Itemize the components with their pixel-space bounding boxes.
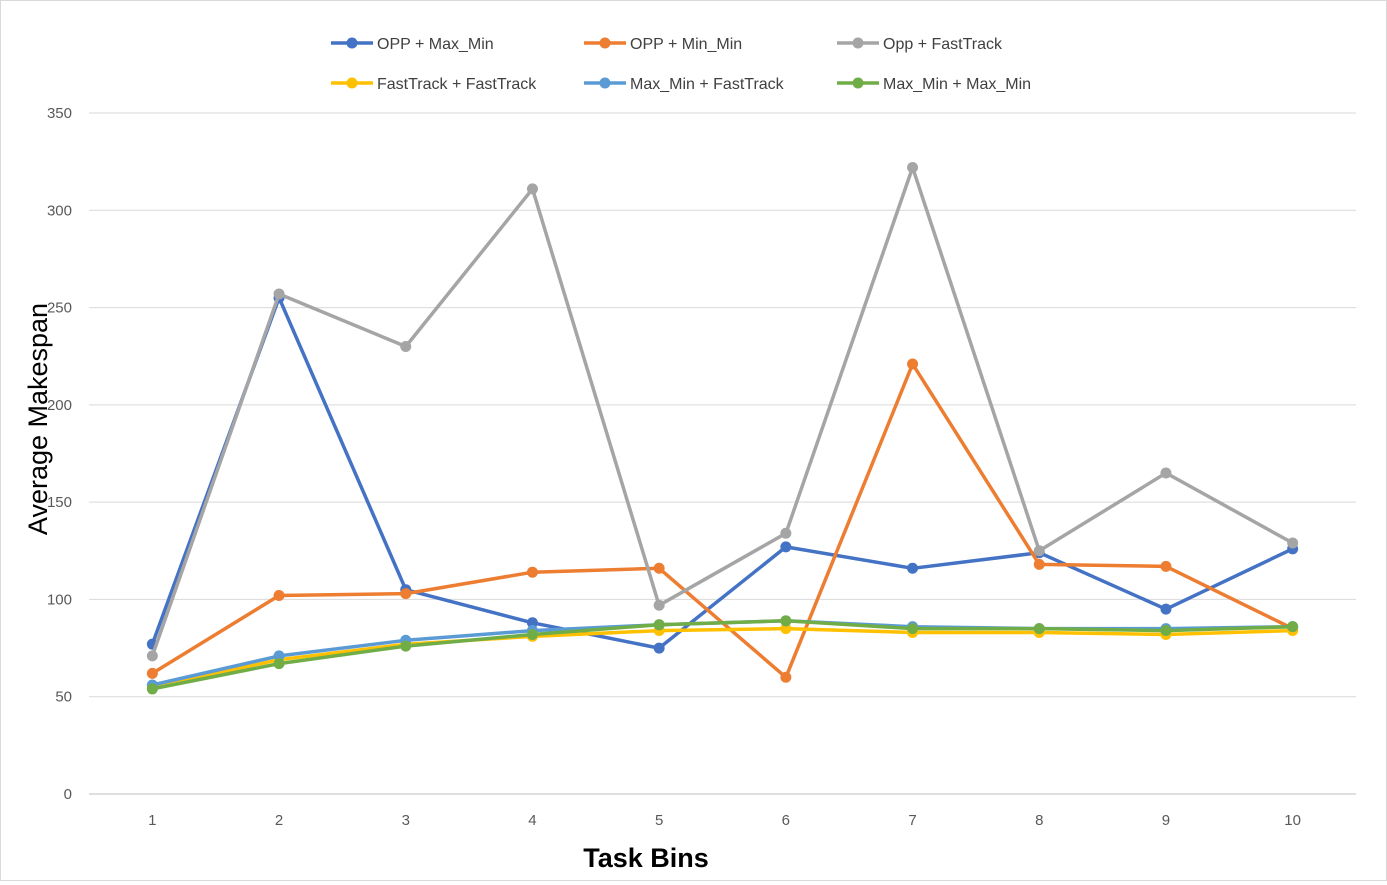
y-tick-label: 250 [47,300,72,317]
legend-swatch-marker [599,77,611,89]
legend-label: Max_Min + FastTrack [630,76,785,93]
legend-item: Opp + FastTrack [837,36,1003,53]
data-point [1033,623,1045,635]
y-axis-ticks: 0 50 100 150 200 250 300 350 [47,105,72,803]
data-point [273,650,285,662]
x-tick-label: 3 [402,812,410,829]
legend-label: Max_Min + Max_Min [883,76,1031,93]
data-point [273,590,285,602]
y-tick-label: 350 [47,105,72,122]
legend-swatch-marker [852,37,864,49]
data-point [400,588,412,600]
data-point [526,617,538,629]
legend-item: Max_Min + FastTrack [584,76,785,93]
legend-swatch-marker [599,37,611,49]
x-tick-label: 10 [1284,812,1301,829]
gridlines [89,112,1356,795]
data-point [400,340,412,352]
data-point [1160,467,1172,479]
data-point [780,623,792,635]
data-point [526,628,538,640]
data-point [1033,545,1045,557]
y-tick-label: 150 [47,494,72,511]
data-point [1033,558,1045,570]
legend-item: FastTrack + FastTrack [331,76,537,93]
y-tick-label: 200 [47,397,72,414]
data-point [780,541,792,553]
data-point [526,183,538,195]
data-point [907,562,919,574]
data-point [1160,560,1172,572]
data-point [780,527,792,539]
legend-swatch-marker [346,77,358,89]
x-tick-label: 6 [782,812,790,829]
y-tick-label: 300 [47,202,72,219]
data-point [780,615,792,627]
x-tick-label: 8 [1035,812,1043,829]
data-point [273,658,285,670]
legend-label: FastTrack + FastTrack [377,76,537,93]
legend-swatch-marker [852,77,864,89]
data-point [146,667,158,679]
series-3 [146,161,1299,662]
series-line [150,619,1295,691]
data-point [526,566,538,578]
legend-label: OPP + Min_Min [630,36,742,53]
x-axis-title: Task Bins [583,843,709,873]
legend-swatch-marker [346,37,358,49]
x-tick-label: 5 [655,812,663,829]
legend: OPP + Max_Min OPP + Min_Min Opp + FastTrac… [331,36,1031,93]
data-point [653,642,665,654]
series-line [150,165,1295,658]
series-6 [146,615,1299,695]
series-line [150,626,1295,689]
data-point [907,623,919,635]
data-point [653,619,665,631]
y-tick-label: 50 [55,689,72,706]
data-point [146,683,158,695]
series-line [150,296,1295,650]
data-point [653,599,665,611]
x-tick-label: 1 [148,812,156,829]
legend-item: OPP + Min_Min [584,36,742,53]
y-axis-title: Average Makespan [23,303,53,535]
x-tick-label: 7 [908,812,916,829]
x-tick-label: 2 [275,812,283,829]
series-5 [146,615,1299,691]
data-point [1160,625,1172,637]
data-point [907,358,919,370]
data-point [1287,621,1299,633]
data-point [907,161,919,173]
x-tick-label: 9 [1162,812,1170,829]
data-point [780,671,792,683]
y-tick-label: 100 [47,591,72,608]
data-point [273,288,285,300]
data-point [1287,537,1299,549]
data-point [653,562,665,574]
legend-label: Opp + FastTrack [883,36,1003,53]
x-axis-ticks: 1 2 3 4 5 6 7 8 9 10 [148,812,1301,829]
legend-item: OPP + Max_Min [331,36,494,53]
series-lines [146,161,1299,695]
data-point [146,650,158,662]
y-tick-label: 0 [64,786,72,803]
data-point [1160,603,1172,615]
legend-label: OPP + Max_Min [377,36,494,53]
legend-item: Max_Min + Max_Min [837,76,1031,93]
x-tick-label: 4 [528,812,536,829]
data-point [400,640,412,652]
